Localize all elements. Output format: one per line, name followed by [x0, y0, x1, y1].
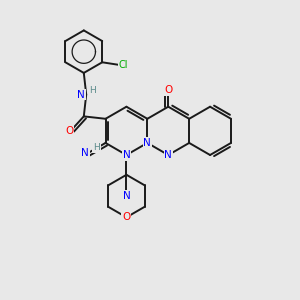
- Text: H: H: [89, 86, 96, 95]
- Text: N: N: [143, 138, 151, 148]
- Text: N: N: [123, 150, 130, 160]
- Text: N: N: [77, 90, 85, 100]
- Text: O: O: [65, 126, 74, 136]
- Text: N: N: [164, 150, 172, 160]
- Text: O: O: [122, 212, 130, 222]
- Text: H: H: [93, 143, 100, 152]
- Text: N: N: [123, 191, 130, 201]
- Text: O: O: [164, 85, 172, 95]
- Text: Cl: Cl: [118, 60, 128, 70]
- Text: N: N: [81, 148, 89, 158]
